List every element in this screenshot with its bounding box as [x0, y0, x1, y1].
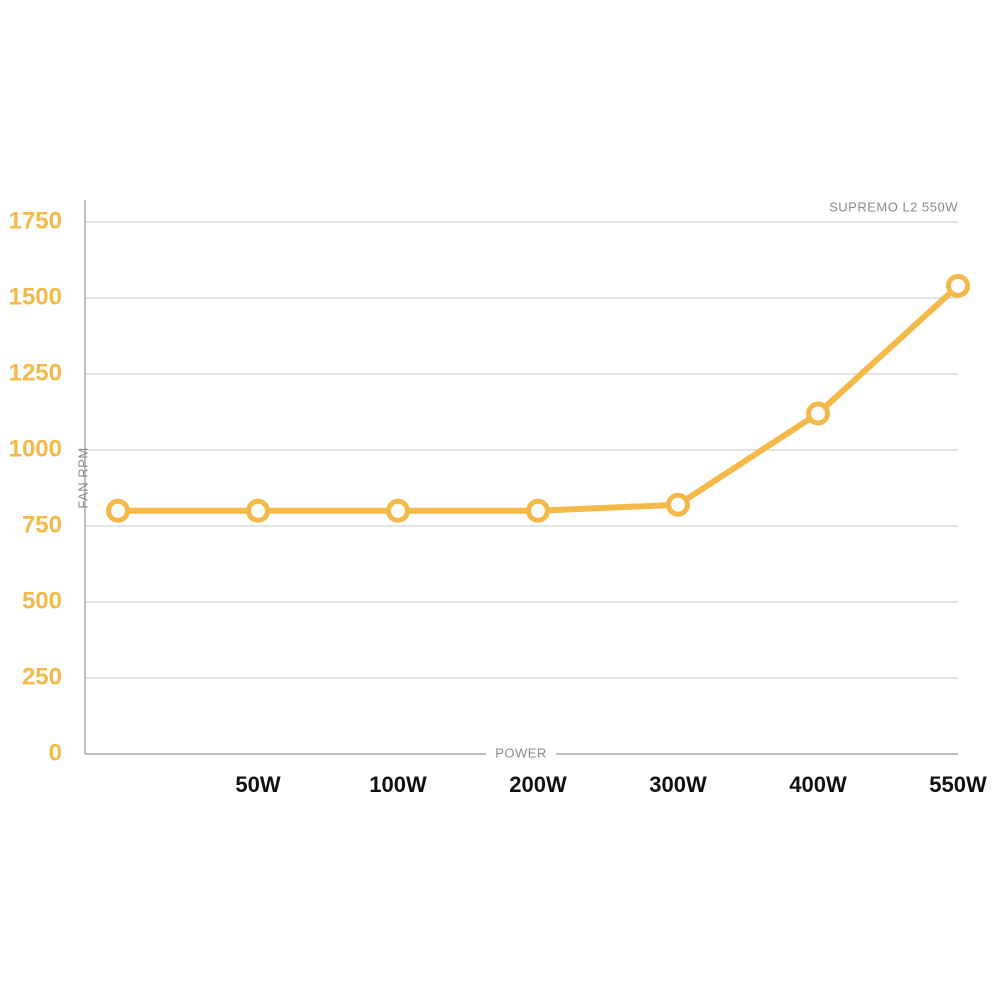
y-tick-label: 1000 — [9, 435, 62, 462]
y-tick-label: 1500 — [9, 283, 62, 310]
x-tick-label: 300W — [649, 772, 707, 797]
data-point — [246, 498, 270, 523]
x-tick-label: 50W — [235, 772, 280, 797]
data-point — [806, 401, 830, 426]
data-line — [118, 283, 961, 514]
y-tick-label: 0 — [49, 739, 62, 766]
x-tick-label: 400W — [789, 772, 847, 797]
data-point — [386, 498, 410, 523]
data-point — [946, 273, 970, 298]
x-tick-label: 100W — [369, 772, 427, 797]
x-label-background — [486, 744, 556, 764]
x-axis-label: POWER — [495, 745, 547, 760]
y-tick-label: 1250 — [9, 359, 62, 386]
y-tick-label: 1750 — [9, 207, 62, 234]
data-point — [526, 498, 550, 523]
y-tick-label: 500 — [22, 587, 62, 614]
x-tick-label: 550W — [929, 772, 987, 797]
y-axis-label: FAN RPM — [75, 447, 90, 508]
data-point — [666, 492, 690, 517]
x-tick-label: 200W — [509, 772, 567, 797]
y-tick-label: 750 — [22, 511, 62, 538]
chart-title: SUPREMO L2 550W — [829, 199, 958, 214]
data-point — [106, 498, 130, 523]
y-tick-label: 250 — [22, 663, 62, 690]
